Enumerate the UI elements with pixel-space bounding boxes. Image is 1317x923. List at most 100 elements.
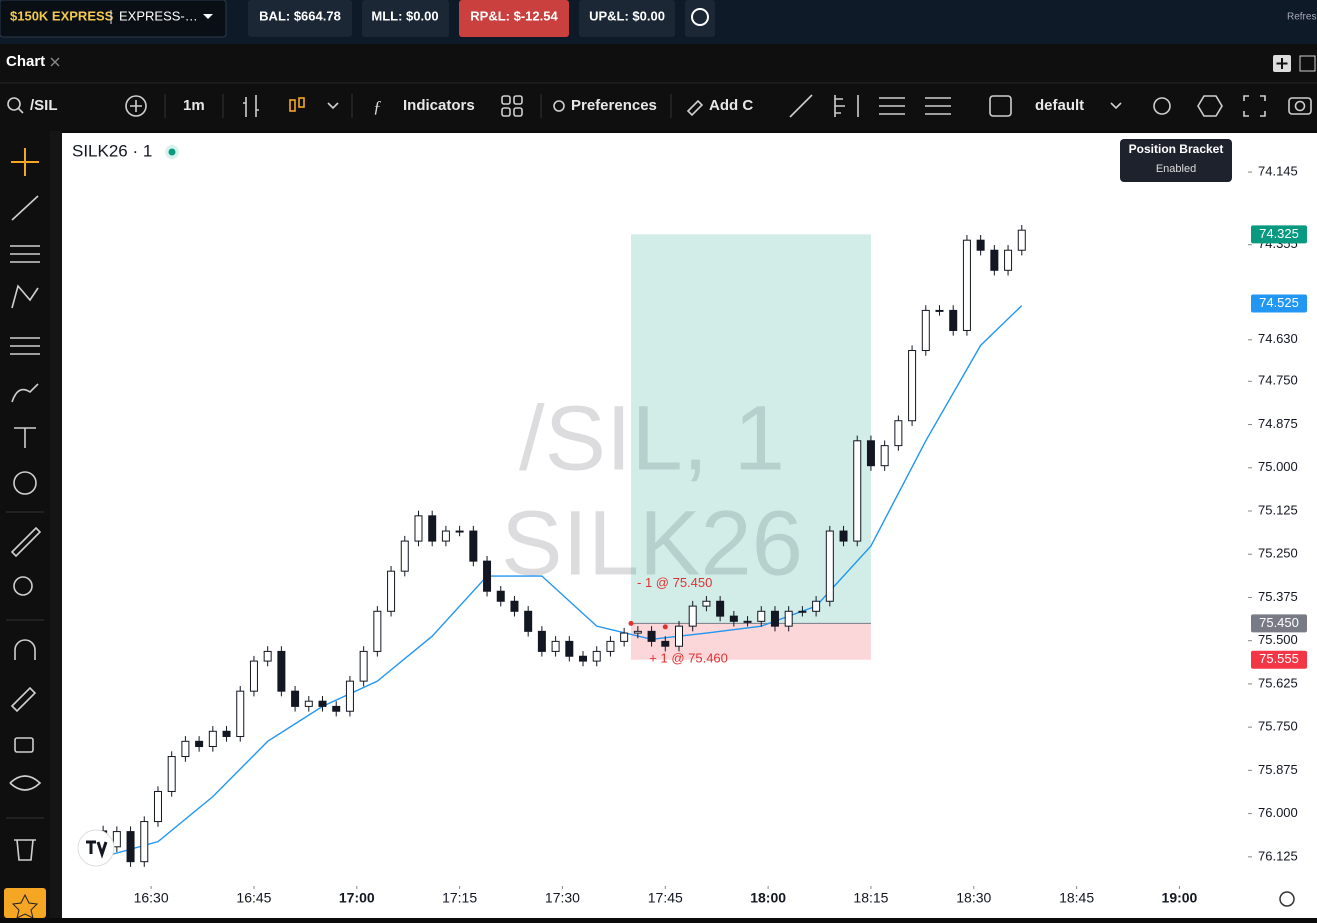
candle-body	[1017, 229, 1026, 251]
layouts-icon[interactable]	[501, 95, 511, 105]
y-tick-label: 75.625	[1258, 675, 1298, 690]
upl: UP&L: $0.00	[589, 8, 665, 23]
crosshair-tool[interactable]	[11, 148, 39, 176]
y-tick-label: 75.750	[1258, 719, 1298, 734]
search-icon	[17, 107, 24, 114]
candle-body	[126, 831, 135, 863]
refresh[interactable]: Refresh	[1287, 12, 1317, 23]
fullscreen-icon[interactable]	[1243, 95, 1266, 117]
y-tick-label: 74.750	[1258, 373, 1298, 388]
info-button[interactable]	[685, 0, 715, 37]
prediction-tool[interactable]	[10, 337, 40, 355]
toolbar	[0, 84, 1317, 131]
emoji-tool[interactable]	[13, 471, 37, 495]
y-tick-label: 74.630	[1258, 331, 1298, 346]
candle-body	[510, 600, 519, 612]
y-tick-label: 75.375	[1258, 589, 1298, 604]
candle-body	[332, 705, 341, 712]
axis-settings[interactable]	[1279, 891, 1295, 907]
layout-toggle[interactable]	[989, 95, 1012, 117]
channel-tool[interactable]	[879, 97, 905, 115]
magnet-tool[interactable]	[14, 639, 36, 660]
candle-body	[962, 239, 971, 331]
bars-icon[interactable]	[243, 95, 259, 117]
zoom-tool[interactable]	[13, 576, 33, 596]
y-tick-label: 74.145	[1258, 164, 1298, 179]
layout-name[interactable]: default	[1035, 97, 1084, 114]
y-tick-label: 75.250	[1258, 546, 1298, 561]
candle-body	[400, 540, 409, 572]
account-name: $150K EXPRESS	[10, 8, 114, 23]
chart-type-menu[interactable]	[327, 102, 339, 110]
sidebar-edge	[50, 131, 62, 918]
candle-body	[373, 610, 382, 652]
candle-body	[921, 309, 930, 352]
fib-tool[interactable]	[834, 95, 859, 117]
candle-body	[1004, 249, 1013, 271]
upl-box	[579, 0, 675, 37]
favorites[interactable]	[4, 888, 46, 918]
lock-tool[interactable]	[14, 737, 34, 753]
maximize[interactable]	[1299, 55, 1316, 72]
fib-tool[interactable]	[10, 245, 40, 263]
settings-icon[interactable]	[1197, 95, 1223, 117]
layouts-icon	[513, 95, 523, 105]
watermark: /SIL, 1	[519, 387, 785, 489]
candle-body	[894, 420, 903, 447]
candle-body	[743, 620, 752, 623]
candle-body	[469, 530, 478, 562]
profit-zone	[631, 234, 871, 624]
candle-body	[770, 610, 779, 627]
candle-body	[496, 590, 505, 602]
x-tick-label: 18:15	[853, 890, 888, 906]
screenshot-icon[interactable]	[1288, 97, 1312, 115]
replay-icon[interactable]	[1153, 97, 1171, 115]
info-icon	[691, 8, 709, 26]
balance-box	[248, 0, 352, 37]
line-tool[interactable]	[11, 195, 39, 221]
mll: MLL: $0.00	[371, 8, 438, 23]
tab-close[interactable]	[50, 57, 60, 67]
symbol[interactable]: /SIL	[30, 97, 58, 114]
candle-body	[757, 610, 766, 622]
candles-icon[interactable]	[289, 99, 296, 112]
candle-body	[633, 630, 642, 634]
fx-icon: ƒ	[373, 97, 382, 116]
tooltip-status: Enabled	[1156, 163, 1196, 175]
preferences[interactable]: Preferences	[571, 97, 657, 114]
draw-mode[interactable]	[10, 686, 37, 713]
price-tag	[1251, 614, 1307, 633]
drawing-sidebar	[0, 131, 50, 918]
dropdown-arrow	[203, 14, 213, 19]
tv-logo	[86, 840, 108, 859]
indicators[interactable]: Indicators	[403, 97, 475, 114]
x-tick-label: 18:45	[1059, 890, 1094, 906]
trend-tool[interactable]	[789, 94, 813, 118]
candle-body	[565, 640, 574, 657]
visibility-tool[interactable]	[9, 775, 42, 791]
account-select[interactable]	[0, 0, 227, 38]
levels-tool[interactable]	[925, 97, 951, 115]
delete-tool[interactable]	[14, 839, 36, 861]
brush-tool[interactable]	[11, 383, 39, 403]
candle-body	[112, 831, 121, 848]
pattern-tool[interactable]	[11, 284, 39, 309]
layouts-icon	[513, 107, 523, 117]
price-tag	[1251, 650, 1307, 669]
tv-logo	[77, 829, 115, 867]
tab-label[interactable]: Chart	[6, 53, 45, 70]
candle-body	[935, 309, 944, 312]
mll-box	[362, 0, 449, 37]
candle-body	[784, 610, 793, 627]
candle-body	[208, 730, 217, 748]
interval[interactable]: 1m	[183, 97, 205, 114]
compare-button[interactable]	[125, 95, 147, 117]
plus-icon	[1276, 58, 1288, 69]
ruler-tool[interactable]	[10, 526, 42, 558]
gear-icon	[553, 100, 565, 112]
layout-menu[interactable]	[1110, 102, 1122, 110]
rpl-box	[459, 0, 569, 37]
text-tool[interactable]	[14, 427, 36, 448]
add-button[interactable]: Add C	[709, 97, 753, 114]
